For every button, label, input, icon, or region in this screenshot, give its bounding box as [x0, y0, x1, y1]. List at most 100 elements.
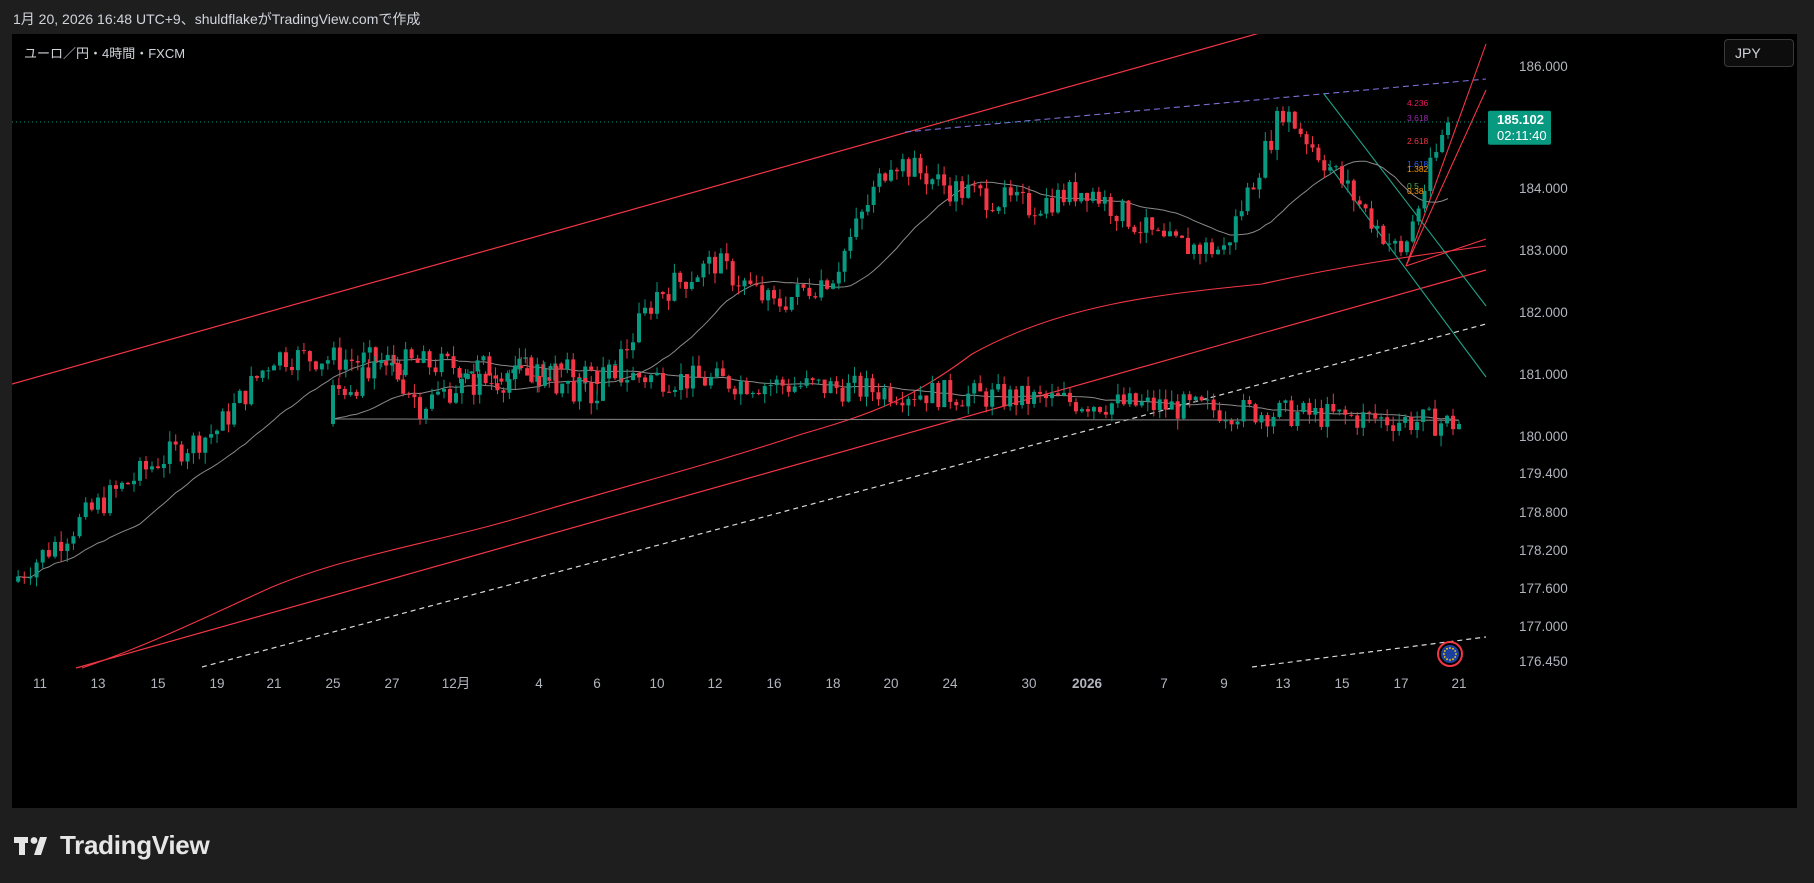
candle-body	[1192, 244, 1196, 255]
price-tick-label: 179.400	[1519, 466, 1568, 481]
eu-flag-star	[1446, 647, 1448, 650]
candle-body	[738, 381, 743, 395]
fib-level-label: 0.38	[1407, 186, 1424, 196]
short-moving-average	[18, 160, 1460, 578]
high-connector-line	[904, 78, 1487, 133]
candle-body	[667, 391, 671, 393]
candle-body	[475, 360, 480, 372]
candle-body	[774, 379, 779, 386]
candle-body	[571, 380, 576, 402]
price-tick-label: 183.000	[1519, 243, 1568, 258]
candle-body	[1157, 399, 1162, 411]
candle-body	[655, 372, 660, 376]
candle-body	[828, 381, 833, 394]
candle-body	[1331, 404, 1336, 412]
candle-body	[454, 393, 458, 403]
candle-body	[684, 374, 689, 389]
candle-body	[990, 210, 995, 212]
candle-body	[1337, 409, 1342, 412]
candle-body	[1180, 235, 1184, 238]
candle-body	[801, 284, 806, 288]
dashed-lower-support-line	[1251, 636, 1487, 668]
tradingview-logo-icon	[14, 836, 47, 855]
time-tick-label: 9	[1220, 676, 1228, 691]
candle-body	[418, 397, 422, 419]
candle-body	[1032, 215, 1037, 217]
candle-body	[1275, 110, 1280, 150]
rising-trend-line	[1405, 43, 1487, 267]
time-axis[interactable]: 11 13 15 19 21 25 27 12月 4 6 10 12 16 18 20 24 30 2026 7 9 1…	[33, 676, 1467, 691]
candle-body	[889, 169, 893, 181]
time-tick-label: 25	[325, 676, 340, 691]
candle-body	[1277, 402, 1282, 417]
candle-body	[930, 383, 935, 404]
candle-body	[1257, 177, 1262, 190]
candle-body	[1102, 197, 1107, 204]
candle-body	[1091, 407, 1096, 412]
candle-body	[331, 385, 335, 424]
candle-body	[1434, 152, 1439, 158]
price-axis[interactable]: 186.000 184.000 183.000 182.000 181.000 180.0…	[1488, 59, 1568, 669]
candle-body	[789, 296, 794, 310]
chart-panel[interactable]: 4.236 3.618 2.618 1.618 1.382 0.5 0.38 186.000…	[12, 34, 1797, 808]
candle-body	[601, 378, 605, 401]
candle-body	[860, 211, 864, 219]
candle-body	[495, 383, 500, 391]
candle-body	[865, 205, 870, 212]
fib-level-label: 4.236	[1407, 98, 1429, 108]
candle-body	[1162, 230, 1166, 237]
candle-body	[378, 361, 383, 363]
candle-body	[477, 373, 482, 395]
candle-body	[816, 379, 821, 381]
candle-body	[631, 342, 635, 351]
candle-body	[465, 374, 470, 379]
candle-body	[1304, 134, 1309, 145]
candle-body	[854, 218, 859, 237]
price-tick-label: 186.000	[1519, 59, 1568, 74]
fib-level-label: 1.618	[1407, 159, 1429, 169]
price-tick-label: 184.000	[1519, 181, 1568, 196]
candle-body	[1415, 422, 1420, 430]
symbol-title[interactable]: ユーロ／円・4時間・FXCM	[24, 46, 186, 61]
tradingview-brand[interactable]: TradingView	[14, 830, 210, 861]
candle-body	[1222, 245, 1226, 250]
candle-body	[505, 373, 510, 382]
candle-body	[625, 379, 630, 383]
candle-body	[1379, 417, 1384, 419]
candle-body	[1205, 399, 1210, 401]
candle-body	[756, 392, 761, 395]
candle-body	[894, 169, 899, 172]
candle-body	[1050, 197, 1055, 213]
candle-body	[1393, 240, 1398, 244]
candle-body	[871, 186, 876, 206]
candle-body	[517, 358, 522, 370]
candle-body	[984, 188, 989, 211]
candle-body	[852, 375, 857, 383]
chart-snapshot-caption: 1月 20, 2026 16:48 UTC+9、shuldflakeがTradi…	[13, 11, 421, 27]
candle-body	[864, 378, 869, 397]
candle-body	[301, 350, 306, 352]
candle-body	[972, 383, 977, 394]
candle-body	[1032, 391, 1037, 404]
candle-body	[266, 370, 271, 372]
candle-body	[1199, 396, 1204, 401]
candle-body	[409, 349, 414, 359]
time-tick-label: 15	[1334, 676, 1349, 691]
candle-body	[489, 383, 494, 385]
candle-body	[786, 385, 791, 392]
candle-body	[1410, 221, 1415, 242]
candle-body	[990, 389, 995, 407]
candle-body	[768, 385, 773, 387]
candle-body	[960, 405, 965, 407]
candle-body	[720, 368, 725, 377]
candle-body	[439, 353, 444, 373]
currency-button[interactable]: JPY	[1724, 39, 1794, 67]
fib-level-label: 0.5	[1407, 181, 1419, 191]
candle-body	[406, 393, 411, 395]
fib-level-label: 1.382	[1407, 164, 1429, 174]
candle-body	[1289, 400, 1294, 426]
candle-body	[366, 367, 371, 379]
candle-body	[718, 253, 723, 274]
candle-body	[643, 307, 647, 314]
